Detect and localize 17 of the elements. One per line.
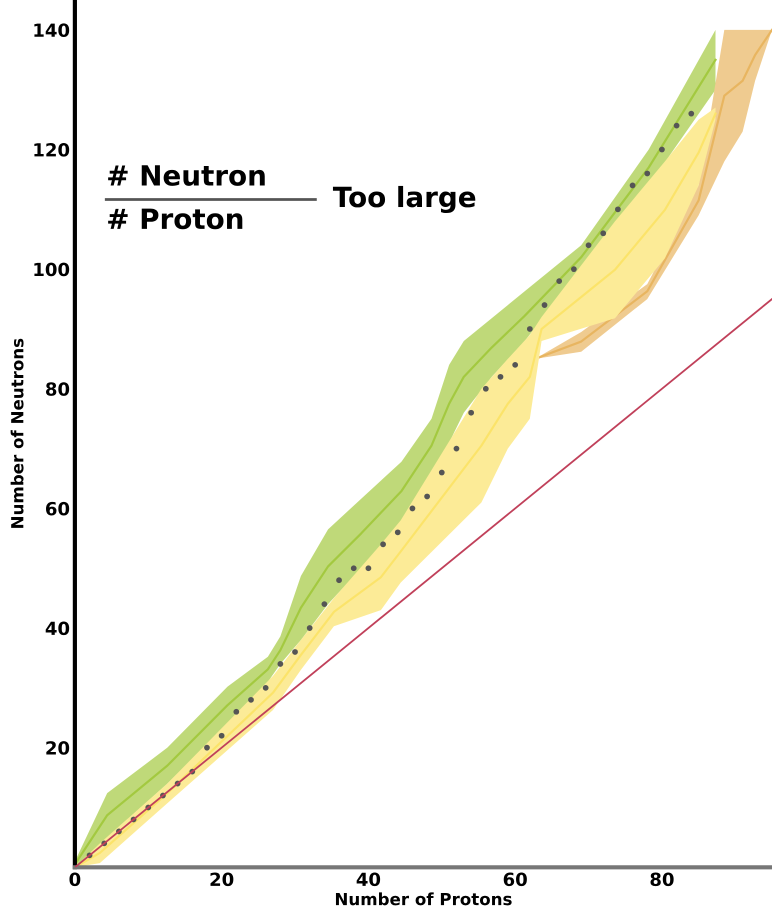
y-axis-title: Number of Neutrons [10,338,24,528]
y-tick-label: 20 [46,741,70,755]
x-tick-label: 60 [504,872,527,886]
x-tick-label: 0 [69,872,80,886]
x-tick-label: 80 [650,872,674,886]
annotation: # Proton [108,208,242,230]
annotation: Too large [332,186,476,214]
y-tick-label: 60 [46,502,70,516]
y-tick-label: 40 [46,622,70,636]
x-tick-label: 20 [210,872,234,886]
x-tick-label: 40 [356,872,380,886]
y-tick-label: 120 [34,142,70,157]
y-tick-label: 140 [34,23,70,38]
annotation: # Neutron [108,165,265,186]
y-tick-label: 80 [46,382,70,396]
y-tick-label: 100 [34,262,70,276]
x-axis-title: Number of Protons [336,892,512,906]
